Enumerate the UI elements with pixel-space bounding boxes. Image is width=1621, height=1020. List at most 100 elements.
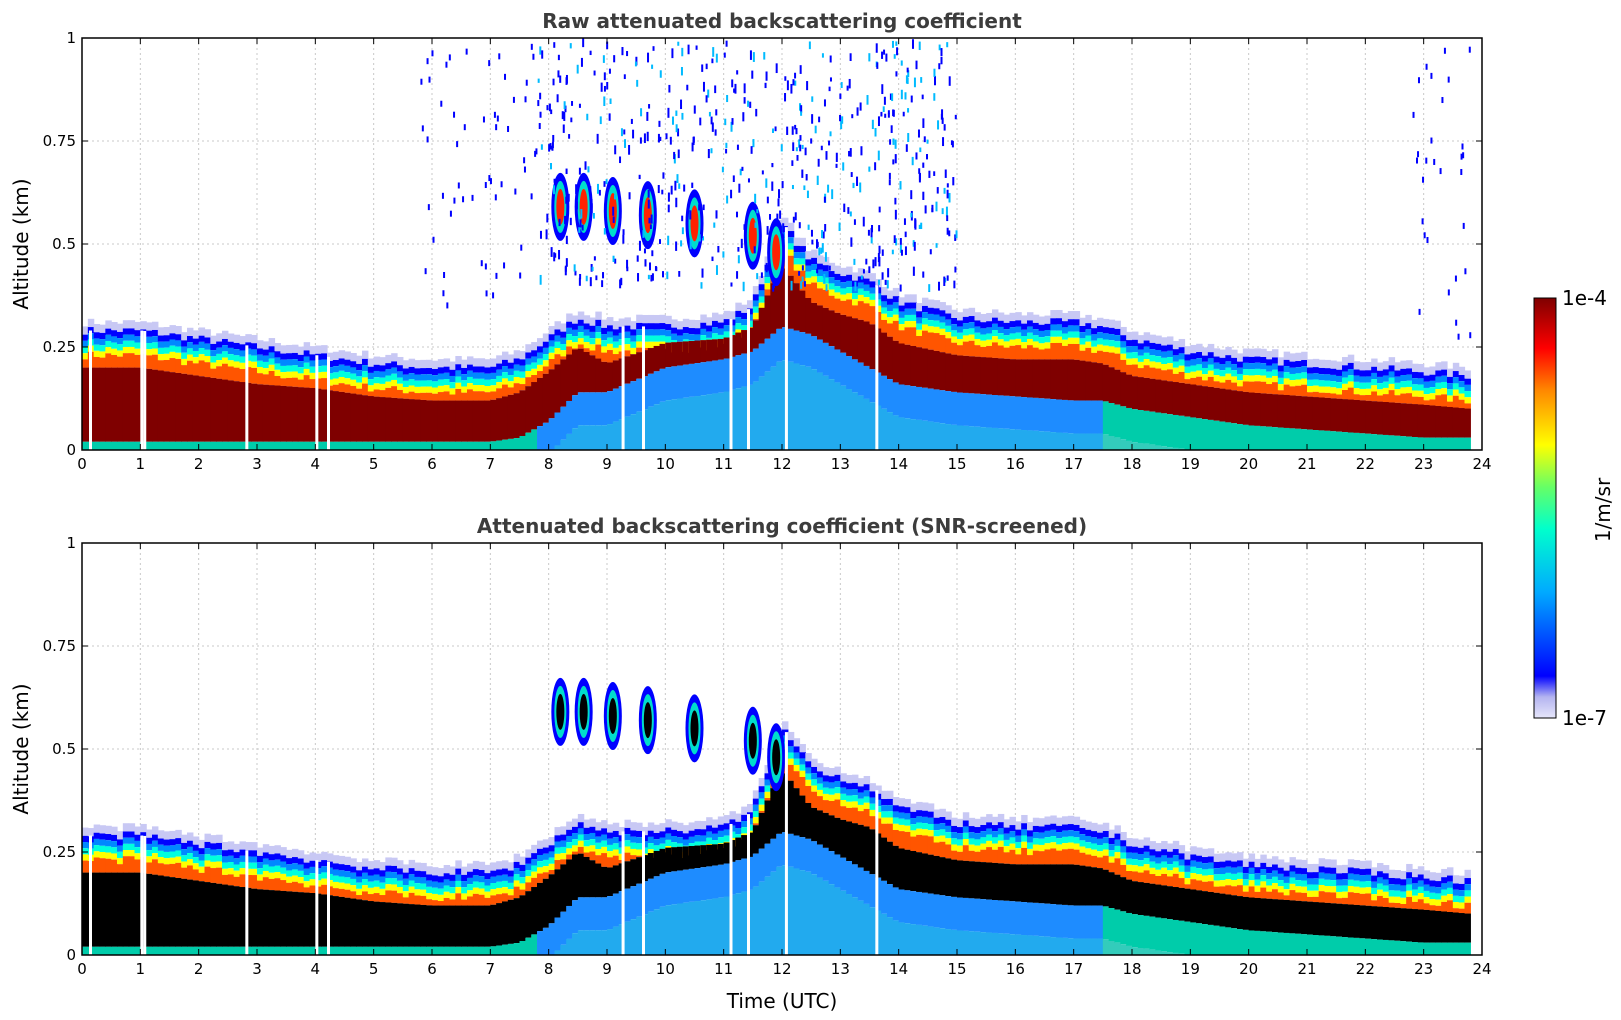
backscatter-cell — [327, 861, 334, 868]
backscatter-cell — [373, 389, 381, 397]
backscatter-cell — [496, 903, 503, 946]
backscatter-cell — [1114, 852, 1121, 859]
backscatter-cell — [548, 340, 556, 347]
cloud-patch — [772, 739, 781, 776]
backscatter-cell — [1359, 875, 1366, 882]
backscatter-cell — [916, 347, 923, 387]
backscatter-cell — [1184, 383, 1191, 417]
backscatter-cell — [321, 365, 328, 372]
backscatter-cell — [945, 313, 952, 320]
backscatter-cell — [502, 893, 509, 902]
backscatter-cell — [834, 887, 841, 955]
backscatter-cell — [869, 803, 876, 810]
backscatter-cell — [356, 394, 363, 442]
backscatter-cell — [449, 899, 456, 906]
backscatter-cell — [1225, 860, 1232, 867]
backscatter-cell — [1429, 437, 1436, 450]
backscatter-cell — [1067, 400, 1075, 434]
backscatter-cell — [1417, 363, 1425, 373]
backscatter-cell — [484, 400, 491, 442]
noise-speck — [639, 137, 642, 144]
backscatter-cell — [1021, 342, 1028, 349]
backscatter-cell — [1196, 847, 1203, 856]
backscatter-cell — [945, 844, 952, 859]
noise-speck — [806, 190, 809, 199]
backscatter-cell — [723, 842, 731, 864]
backscatter-cell — [187, 859, 194, 866]
backscatter-cell — [822, 289, 830, 308]
backscatter-cell — [1120, 911, 1127, 945]
backscatter-cell — [951, 309, 958, 318]
backscatter-cell — [303, 368, 311, 376]
backscatter-cell — [642, 323, 649, 330]
backscatter-cell — [531, 887, 538, 935]
backscatter-cell — [1435, 881, 1442, 888]
backscatter-cell — [1161, 951, 1168, 955]
backscatter-cell — [1365, 376, 1372, 383]
backscatter-cell — [1225, 373, 1232, 380]
backscatter-cell — [1085, 829, 1092, 836]
backscatter-cell — [677, 398, 684, 450]
backscatter-cell — [268, 346, 276, 353]
noise-speck — [749, 50, 752, 60]
backscatter-cell — [560, 840, 567, 847]
backscatter-cell — [262, 858, 270, 865]
backscatter-cell — [467, 890, 474, 897]
backscatter-cell — [227, 841, 235, 850]
backscatter-cell — [595, 344, 602, 359]
backscatter-cell — [478, 905, 486, 947]
backscatter-cell — [1056, 336, 1063, 343]
backscatter-cell — [1085, 329, 1092, 336]
backscatter-cell — [957, 392, 964, 426]
backscatter-cell — [1458, 942, 1466, 955]
backscatter-cell — [589, 860, 596, 898]
backscatter-cell — [589, 350, 596, 356]
backscatter-cell — [992, 336, 999, 343]
noise-speck — [579, 273, 582, 280]
backscatter-cell — [1400, 381, 1407, 388]
backscatter-cell — [502, 874, 509, 881]
backscatter-cell — [548, 923, 556, 955]
backscatter-cell — [286, 946, 293, 955]
x-tick-label: 23 — [1414, 960, 1433, 978]
noise-speck — [742, 112, 745, 122]
backscatter-cell — [1015, 396, 1022, 430]
backscatter-cell — [292, 365, 299, 372]
backscatter-cell — [268, 872, 276, 879]
noise-speck — [713, 222, 716, 228]
backscatter-cell — [1202, 374, 1209, 381]
backscatter-cell — [187, 336, 194, 343]
noise-speck — [792, 216, 795, 223]
backscatter-cell — [1464, 942, 1471, 955]
backscatter-cell — [904, 923, 911, 955]
backscatter-cell — [1388, 884, 1396, 891]
backscatter-cell — [181, 834, 188, 843]
backscatter-cell — [659, 401, 666, 450]
backscatter-cell — [332, 359, 340, 367]
backscatter-cell — [227, 868, 235, 875]
noise-speck — [659, 239, 662, 244]
backscatter-cell — [1032, 397, 1040, 431]
backscatter-cell — [1044, 336, 1051, 343]
noise-speck — [771, 128, 774, 133]
backscatter-cell — [152, 329, 159, 337]
backscatter-cell — [892, 845, 900, 888]
backscatter-cell — [1307, 896, 1314, 902]
backscatter-cell — [688, 319, 696, 329]
backscatter-cell — [857, 362, 865, 396]
backscatter-cell — [583, 856, 591, 898]
backscatter-cell — [449, 874, 456, 881]
backscatter-cell — [146, 946, 153, 955]
noise-speck — [564, 266, 567, 276]
backscatter-cell — [1336, 361, 1343, 370]
backscatter-cell — [204, 377, 211, 442]
backscatter-cell — [408, 886, 416, 893]
backscatter-cell — [1190, 860, 1197, 867]
backscatter-cell — [408, 379, 416, 386]
backscatter-cell — [1295, 428, 1302, 450]
backscatter-cell — [904, 308, 911, 315]
backscatter-cell — [1377, 389, 1384, 396]
backscatter-cell — [554, 853, 561, 861]
noise-speck — [818, 247, 821, 256]
backscatter-cell — [997, 813, 1005, 823]
